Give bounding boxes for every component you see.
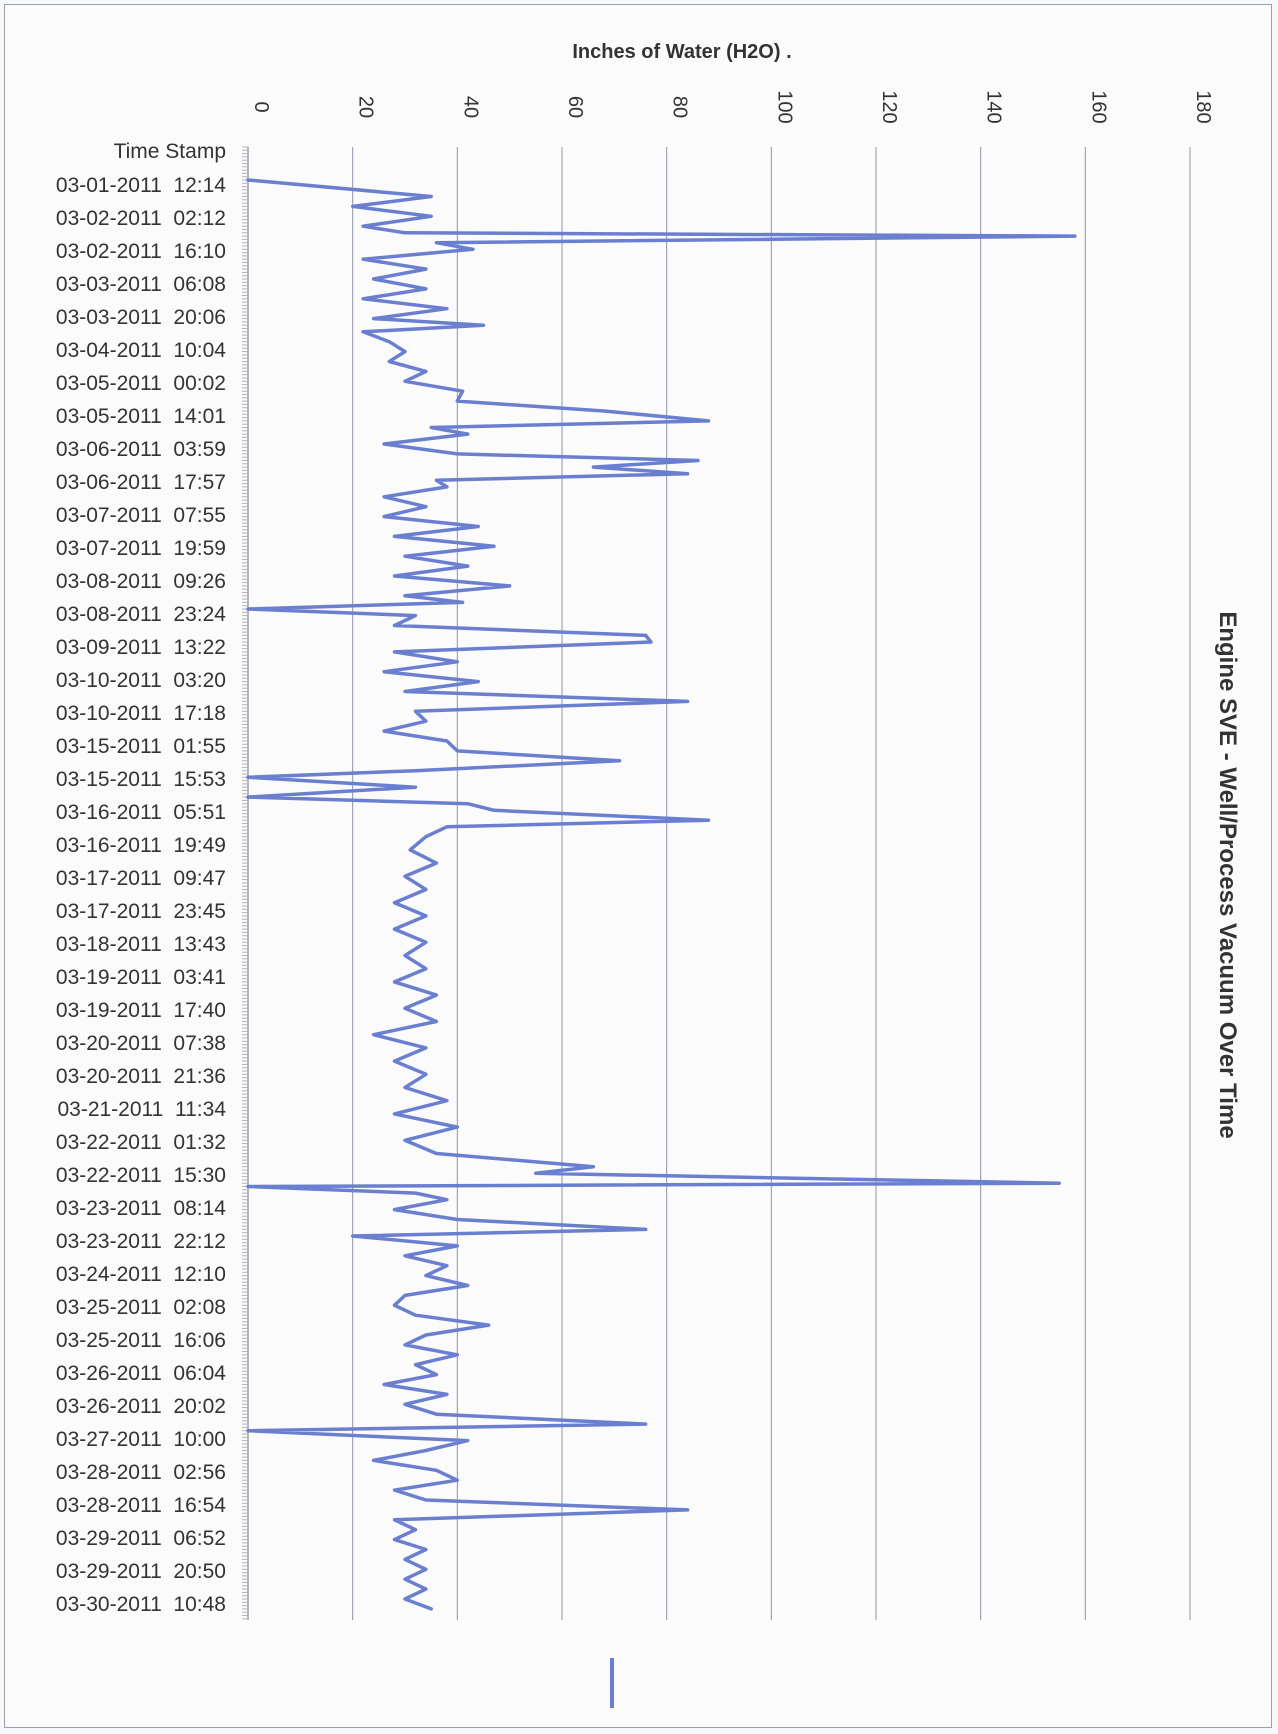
value-tick-label: 120 — [878, 90, 900, 123]
time-axis-label: 03-04-2011 10:04 — [56, 339, 226, 362]
time-axis-label: 03-07-2011 19:59 — [56, 537, 226, 560]
value-tick-label: 20 — [355, 96, 377, 118]
time-axis-label: 03-26-2011 20:02 — [56, 1395, 226, 1418]
time-axis-label: 03-03-2011 20:06 — [56, 306, 226, 329]
time-axis — [242, 146, 249, 1620]
time-axis-label: 03-23-2011 08:14 — [56, 1197, 226, 1220]
time-axis-label: 03-28-2011 02:56 — [56, 1461, 226, 1484]
time-axis-label: 03-25-2011 16:06 — [56, 1329, 226, 1352]
time-axis-label: 03-10-2011 03:20 — [56, 669, 226, 692]
time-axis-label: 03-27-2011 10:00 — [56, 1428, 226, 1451]
time-axis-label: 03-16-2011 19:49 — [56, 834, 226, 857]
chart-title: Engine SVE - Well/Process Vacuum Over Ti… — [1214, 611, 1241, 1138]
time-axis-label: 03-03-2011 06:08 — [56, 273, 226, 296]
time-axis-label: 03-02-2011 02:12 — [56, 207, 226, 230]
gridlines — [247, 147, 1191, 1620]
time-axis-label: 03-05-2011 14:01 — [56, 405, 226, 428]
time-axis-label: 03-01-2011 12:14 — [56, 174, 226, 197]
time-axis-label: 03-22-2011 15:30 — [56, 1164, 226, 1187]
page-frame — [4, 4, 1272, 1728]
time-axis-label: 03-19-2011 03:41 — [56, 966, 226, 989]
time-axis-label: 03-29-2011 06:52 — [56, 1527, 226, 1550]
time-axis-label: 03-05-2011 00:02 — [56, 372, 226, 395]
value-tick-label: 140 — [983, 90, 1005, 123]
value-tick-label: 0 — [250, 101, 272, 112]
time-axis-label: 03-17-2011 23:45 — [56, 900, 226, 923]
time-axis-header-label: Time Stamp — [114, 140, 226, 163]
time-axis-label: 03-20-2011 21:36 — [56, 1065, 226, 1088]
time-axis-labels: Time Stamp 03-01-2011 12:14 03-02-2011 02:… — [56, 140, 226, 1616]
time-axis-label: 03-22-2011 01:32 — [56, 1131, 226, 1154]
time-axis-label: 03-07-2011 07:55 — [56, 504, 226, 527]
value-tick-label: 160 — [1087, 90, 1109, 123]
series-group — [246, 178, 1077, 1611]
time-axis-label: 03-21-2011 11:34 — [57, 1098, 226, 1121]
time-axis-label: 03-29-2011 20:50 — [56, 1560, 226, 1583]
time-axis-label: 03-15-2011 15:53 — [56, 768, 226, 791]
time-axis-label: 03-26-2011 06:04 — [56, 1362, 226, 1385]
time-axis-label: 03-20-2011 07:38 — [56, 1032, 226, 1055]
value-tick-label: 180 — [1192, 90, 1214, 123]
time-axis-label: 03-06-2011 17:57 — [56, 471, 226, 494]
time-axis-label: 03-16-2011 05:51 — [56, 801, 226, 824]
value-tick-label: 80 — [669, 96, 691, 118]
time-axis-label: 03-08-2011 23:24 — [56, 603, 226, 626]
time-axis-label: 03-18-2011 13:43 — [56, 933, 226, 956]
value-tick-label: 60 — [564, 96, 586, 118]
time-axis-label: 03-25-2011 02:08 — [56, 1296, 226, 1319]
time-axis-label: 03-02-2011 16:10 — [56, 240, 226, 263]
value-tick-label: 100 — [773, 90, 795, 123]
time-axis-label: 03-15-2011 01:55 — [56, 735, 226, 758]
value-tick-label: 40 — [459, 96, 481, 118]
time-axis-label: 03-10-2011 17:18 — [56, 702, 226, 725]
time-axis-label: 03-24-2011 12:10 — [56, 1263, 226, 1286]
time-axis-label: 03-17-2011 09:47 — [56, 867, 226, 890]
time-axis-label: 03-23-2011 22:12 — [56, 1230, 226, 1253]
time-axis-label: 03-08-2011 09:26 — [56, 570, 226, 593]
time-axis-label: 03-09-2011 13:22 — [56, 636, 226, 659]
value-axis-ticks: 0 20 40 60 80 100 120 140 160 180 — [250, 90, 1214, 123]
series-line — [246, 178, 1077, 1611]
time-axis-label: 03-19-2011 17:40 — [56, 999, 226, 1022]
time-axis-label: 03-28-2011 16:54 — [56, 1494, 226, 1517]
value-axis-title: Inches of Water (H2O) . — [572, 41, 791, 63]
time-axis-label: 03-06-2011 03:59 — [56, 438, 226, 461]
time-axis-label: 03-30-2011 10:48 — [56, 1593, 226, 1616]
